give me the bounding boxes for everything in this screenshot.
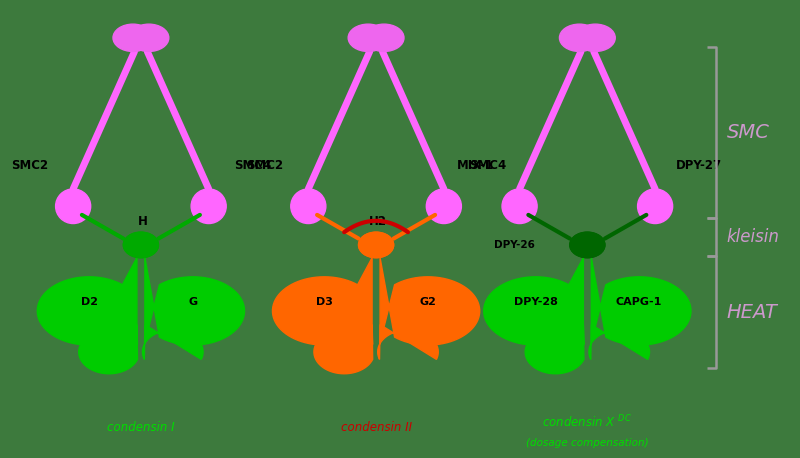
Ellipse shape <box>348 24 388 51</box>
Ellipse shape <box>502 189 537 224</box>
Ellipse shape <box>570 232 605 258</box>
Ellipse shape <box>113 24 153 51</box>
Text: MIX-1: MIX-1 <box>457 159 494 172</box>
Polygon shape <box>589 325 650 360</box>
Polygon shape <box>380 258 480 345</box>
Text: SMC2: SMC2 <box>10 159 48 172</box>
Polygon shape <box>314 325 373 374</box>
Ellipse shape <box>575 24 615 51</box>
Text: condensin I: condensin I <box>107 420 174 434</box>
Polygon shape <box>378 325 438 360</box>
Text: kleisin: kleisin <box>727 228 780 246</box>
Ellipse shape <box>358 232 394 258</box>
Polygon shape <box>273 258 372 345</box>
Ellipse shape <box>570 232 605 258</box>
Text: HEAT: HEAT <box>727 303 778 322</box>
Ellipse shape <box>191 189 226 224</box>
Ellipse shape <box>123 232 158 258</box>
Text: DPY-27: DPY-27 <box>676 159 722 172</box>
Text: G: G <box>188 297 198 307</box>
Ellipse shape <box>426 189 462 224</box>
Text: SMC4: SMC4 <box>469 159 506 172</box>
Text: condensin X $^{DC}$: condensin X $^{DC}$ <box>542 414 632 431</box>
Text: CAPG-1: CAPG-1 <box>616 297 662 307</box>
Text: H2: H2 <box>369 215 386 228</box>
Text: H: H <box>138 215 147 228</box>
Text: SMC4: SMC4 <box>234 159 271 172</box>
Text: G2: G2 <box>419 297 436 307</box>
Polygon shape <box>142 325 203 360</box>
Ellipse shape <box>123 232 158 258</box>
Polygon shape <box>38 258 137 345</box>
Text: condensin II: condensin II <box>341 420 412 434</box>
Ellipse shape <box>129 24 169 51</box>
Polygon shape <box>145 258 245 345</box>
Text: SMC2: SMC2 <box>246 159 283 172</box>
Polygon shape <box>78 325 138 374</box>
Text: DPY-26: DPY-26 <box>494 240 534 250</box>
Ellipse shape <box>559 24 599 51</box>
Text: DPY-28: DPY-28 <box>514 297 558 307</box>
Text: D2: D2 <box>81 297 98 307</box>
Polygon shape <box>525 325 584 374</box>
Text: D3: D3 <box>316 297 333 307</box>
Text: SMC: SMC <box>727 123 770 142</box>
Ellipse shape <box>55 189 90 224</box>
Ellipse shape <box>358 232 394 258</box>
Ellipse shape <box>638 189 673 224</box>
Polygon shape <box>591 258 691 345</box>
Text: (dosage compensation): (dosage compensation) <box>526 438 649 448</box>
Ellipse shape <box>290 189 326 224</box>
Polygon shape <box>484 258 583 345</box>
Ellipse shape <box>364 24 404 51</box>
